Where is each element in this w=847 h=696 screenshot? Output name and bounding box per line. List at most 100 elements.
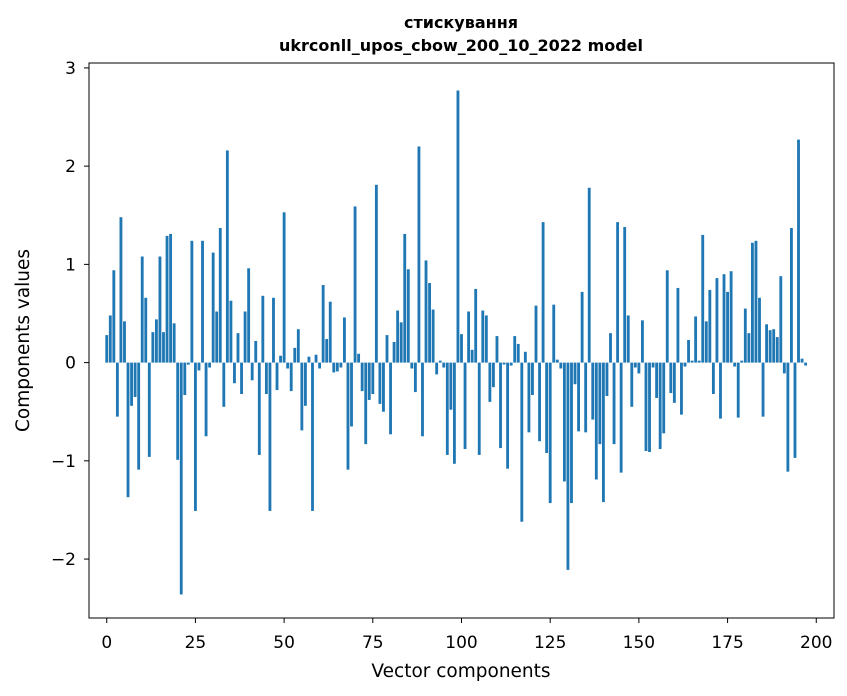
bar bbox=[733, 362, 737, 367]
bar bbox=[743, 308, 747, 363]
bars-group bbox=[105, 90, 808, 595]
bar bbox=[687, 340, 690, 363]
bar bbox=[779, 276, 783, 363]
bar bbox=[541, 222, 545, 363]
x-axis-label: Vector components bbox=[371, 661, 550, 682]
bar bbox=[488, 362, 492, 402]
bar bbox=[655, 362, 659, 398]
bar bbox=[112, 270, 116, 363]
bar bbox=[435, 362, 439, 375]
x-tick-label: 25 bbox=[185, 633, 207, 653]
bar bbox=[286, 362, 290, 369]
bar bbox=[527, 362, 531, 433]
bar bbox=[804, 362, 808, 366]
bar bbox=[211, 252, 215, 363]
bar bbox=[722, 274, 726, 363]
bar bbox=[623, 227, 627, 363]
bar bbox=[186, 362, 190, 365]
bar bbox=[215, 311, 219, 363]
bar bbox=[463, 362, 467, 450]
bar bbox=[119, 217, 123, 363]
bar bbox=[428, 283, 431, 363]
bar bbox=[587, 187, 591, 363]
bar bbox=[154, 319, 158, 363]
bar bbox=[729, 271, 733, 363]
x-tick-label: 125 bbox=[534, 633, 566, 653]
chart-title: стискування bbox=[404, 13, 518, 32]
bar bbox=[133, 362, 137, 397]
bar bbox=[758, 297, 761, 363]
bar bbox=[204, 362, 208, 437]
bar bbox=[442, 362, 446, 368]
bar bbox=[775, 337, 779, 363]
bar bbox=[601, 362, 605, 503]
bar bbox=[126, 362, 130, 498]
bar bbox=[566, 362, 570, 570]
bar bbox=[421, 362, 424, 437]
bar bbox=[765, 324, 769, 363]
bar bbox=[520, 362, 524, 522]
bar bbox=[382, 362, 385, 412]
bar bbox=[289, 362, 293, 392]
bar bbox=[254, 340, 258, 363]
x-tick-label: 200 bbox=[800, 633, 832, 653]
bar bbox=[470, 349, 474, 363]
bar bbox=[612, 362, 616, 445]
bar bbox=[314, 354, 318, 363]
bar bbox=[669, 362, 673, 394]
y-tick-label: −1 bbox=[51, 452, 76, 472]
x-tick-label: 150 bbox=[623, 633, 655, 653]
bar bbox=[477, 362, 481, 455]
bar bbox=[460, 334, 463, 363]
bar bbox=[605, 362, 609, 396]
bar bbox=[396, 310, 400, 363]
bar bbox=[300, 362, 304, 431]
bar bbox=[158, 256, 162, 363]
bar bbox=[236, 333, 240, 363]
bar bbox=[318, 362, 322, 369]
bar bbox=[272, 297, 275, 363]
bar bbox=[222, 362, 226, 407]
bar bbox=[332, 362, 336, 373]
bar bbox=[350, 362, 353, 427]
bar bbox=[296, 329, 300, 363]
bar bbox=[665, 270, 669, 363]
y-tick-label: −2 bbox=[51, 550, 76, 570]
y-tick-label: 2 bbox=[65, 157, 76, 177]
bar bbox=[747, 333, 751, 363]
bar bbox=[424, 260, 428, 363]
bar bbox=[715, 278, 719, 363]
x-tick-label: 75 bbox=[362, 633, 384, 653]
bar bbox=[736, 362, 740, 418]
bar bbox=[275, 362, 279, 391]
bar bbox=[580, 291, 584, 363]
bar bbox=[481, 310, 485, 363]
bar bbox=[367, 362, 371, 400]
x-tick-label: 0 bbox=[101, 633, 112, 653]
bar bbox=[194, 362, 197, 511]
bar bbox=[502, 362, 506, 365]
bar bbox=[225, 150, 229, 363]
bar bbox=[179, 362, 183, 595]
bar bbox=[438, 360, 442, 363]
x-tick-label: 175 bbox=[711, 633, 743, 653]
bar bbox=[105, 335, 109, 363]
bar bbox=[484, 315, 488, 363]
bar bbox=[711, 362, 715, 395]
bar bbox=[115, 362, 119, 417]
bar bbox=[658, 362, 662, 450]
bar bbox=[644, 362, 648, 452]
x-tick-label: 50 bbox=[273, 633, 295, 653]
bar bbox=[233, 362, 236, 384]
bar bbox=[782, 362, 786, 374]
bar bbox=[492, 362, 495, 388]
bar bbox=[573, 362, 577, 385]
bar bbox=[147, 362, 151, 457]
bar bbox=[335, 362, 339, 372]
bar bbox=[531, 362, 534, 396]
bar bbox=[282, 212, 286, 363]
bar bbox=[183, 362, 187, 396]
bar bbox=[151, 332, 155, 363]
y-tick-label: 0 bbox=[65, 354, 76, 374]
